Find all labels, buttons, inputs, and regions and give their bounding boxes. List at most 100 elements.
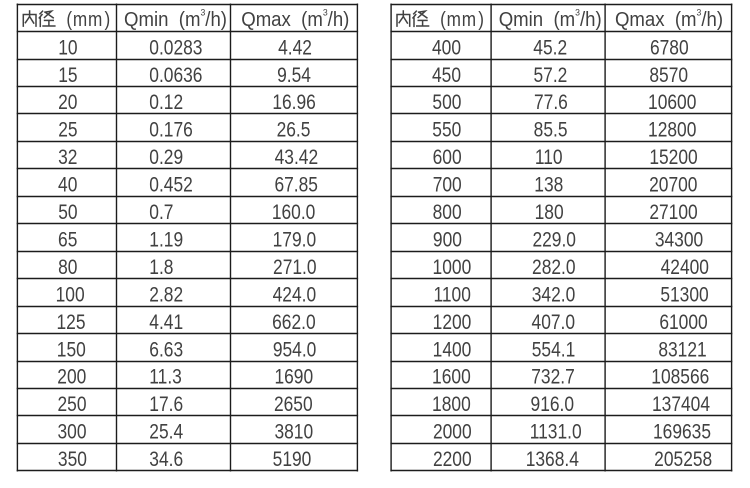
svg-text:2650: 2650 [274,394,313,417]
svg-text:42400: 42400 [661,257,709,280]
svg-text:1400: 1400 [433,339,472,362]
svg-text:900: 900 [433,229,462,252]
svg-text:137404: 137404 [652,394,710,417]
svg-text:554.1: 554.1 [532,339,576,362]
svg-text:Qmin (m3/h): Qmin (m3/h) [499,7,602,31]
svg-text:169635: 169635 [653,421,711,444]
svg-text:916.0: 916.0 [531,394,575,417]
svg-text:424.0: 424.0 [273,284,317,307]
svg-text:Qmax (m3/h): Qmax (m3/h) [241,7,349,31]
svg-text:800: 800 [433,202,462,225]
svg-text:2000: 2000 [433,421,472,444]
svg-text:17.6: 17.6 [149,394,183,417]
svg-text:200: 200 [57,366,86,389]
svg-text:1100: 1100 [434,284,471,307]
svg-text:954.0: 954.0 [273,339,317,362]
svg-text:2.82: 2.82 [149,284,183,307]
svg-text:0.176: 0.176 [149,119,193,142]
svg-text:20700: 20700 [649,174,697,197]
svg-text:43.42: 43.42 [275,147,319,170]
svg-text:9.54: 9.54 [277,64,311,87]
svg-text:25: 25 [58,119,77,142]
svg-text:6.63: 6.63 [149,339,183,362]
svg-text:0.12: 0.12 [149,92,183,115]
svg-text:57.2: 57.2 [533,64,567,87]
svg-text:65: 65 [58,229,77,252]
svg-text:342.0: 342.0 [532,284,576,307]
svg-text:4.41: 4.41 [149,311,183,334]
svg-text:50: 50 [58,202,77,225]
svg-text:(mm: (mm [440,8,477,30]
svg-text:61000: 61000 [659,311,707,334]
svg-text:0.0283: 0.0283 [149,37,202,60]
svg-text:34300: 34300 [655,229,703,252]
svg-text:12800: 12800 [648,119,696,142]
svg-text:10600: 10600 [648,92,696,115]
svg-text:32: 32 [58,147,77,170]
svg-text:Qmax (m3/h): Qmax (m3/h) [615,7,723,31]
svg-text:11.3: 11.3 [149,366,182,389]
svg-text:110: 110 [535,147,563,170]
svg-text:25.4: 25.4 [149,421,183,444]
svg-text:350: 350 [58,449,87,472]
svg-text:10: 10 [58,37,77,60]
svg-text:20: 20 [58,92,77,115]
svg-text:77.6: 77.6 [534,92,568,115]
svg-text:51300: 51300 [660,284,708,307]
svg-text:1.8: 1.8 [149,257,173,280]
svg-text:67.85: 67.85 [274,174,318,197]
svg-text:0.0636: 0.0636 [149,64,202,87]
svg-text:(mm: (mm [66,8,103,30]
svg-text:1690: 1690 [274,366,313,389]
svg-text:83121: 83121 [658,339,706,362]
svg-text:0.29: 0.29 [149,147,183,170]
svg-text:1.19: 1.19 [149,229,183,252]
svg-text:0.7: 0.7 [149,202,173,225]
svg-text:): ) [105,8,111,30]
svg-text:27100: 27100 [649,202,697,225]
svg-text:550: 550 [432,119,461,142]
svg-text:8570: 8570 [649,64,688,87]
svg-text:138: 138 [534,174,563,197]
svg-text:): ) [478,8,484,30]
svg-text:229.0: 229.0 [532,229,576,252]
svg-text:80: 80 [58,257,77,280]
svg-text:108566: 108566 [651,366,709,389]
svg-text:26.5: 26.5 [277,119,311,142]
svg-text:662.0: 662.0 [272,311,316,334]
svg-text:250: 250 [57,394,86,417]
svg-text:1368.4: 1368.4 [526,449,579,472]
svg-text:125: 125 [56,311,85,334]
svg-text:180: 180 [535,202,564,225]
svg-text:0.452: 0.452 [149,174,193,197]
svg-text:300: 300 [57,421,86,444]
svg-text:500: 500 [432,92,461,115]
svg-text:600: 600 [433,147,462,170]
svg-text:34.6: 34.6 [149,449,183,472]
svg-text:1131.0: 1131.0 [530,421,582,444]
svg-text:732.7: 732.7 [531,366,575,389]
svg-text:450: 450 [432,64,461,87]
svg-text:4.42: 4.42 [278,37,312,60]
svg-text:282.0: 282.0 [532,257,576,280]
svg-text:15: 15 [58,64,77,87]
svg-text:400: 400 [432,37,461,60]
svg-text:5190: 5190 [273,449,312,472]
svg-text:2200: 2200 [433,449,472,472]
svg-text:1600: 1600 [432,366,471,389]
svg-text:1000: 1000 [433,257,472,280]
svg-text:Qmin (m3/h): Qmin (m3/h) [124,7,227,31]
svg-text:160.0: 160.0 [272,202,316,225]
svg-text:407.0: 407.0 [532,311,576,334]
svg-text:179.0: 179.0 [273,229,317,252]
svg-text:1800: 1800 [432,394,471,417]
svg-text:150: 150 [57,339,86,362]
svg-text:3810: 3810 [274,421,313,444]
svg-text:205258: 205258 [654,449,712,472]
svg-text:1200: 1200 [433,311,472,334]
svg-text:700: 700 [433,174,462,197]
svg-text:15200: 15200 [649,147,697,170]
svg-text:6780: 6780 [650,37,689,60]
svg-text:85.5: 85.5 [534,119,568,142]
svg-text:40: 40 [58,174,77,197]
